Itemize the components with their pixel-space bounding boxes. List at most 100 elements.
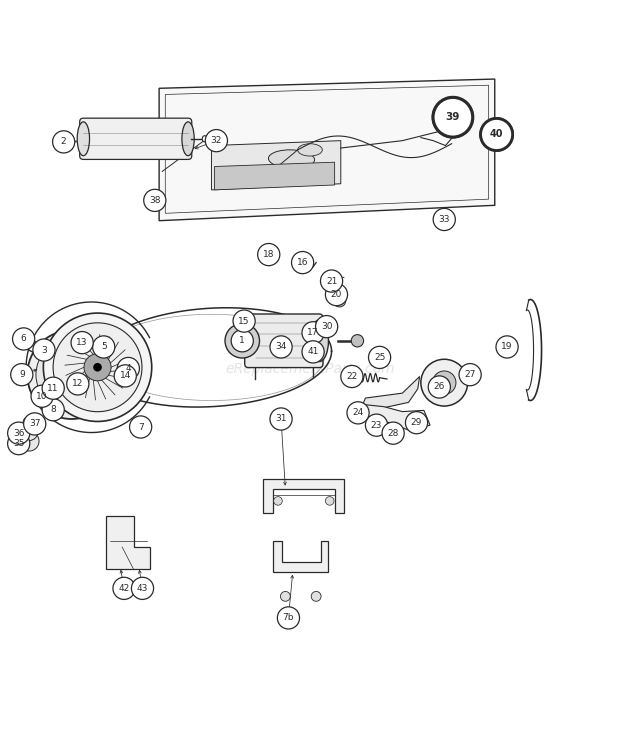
FancyBboxPatch shape <box>245 314 323 368</box>
Circle shape <box>71 332 93 354</box>
Text: 17: 17 <box>308 328 319 338</box>
Circle shape <box>365 414 388 436</box>
Circle shape <box>84 354 111 381</box>
Circle shape <box>277 607 299 629</box>
Text: 11: 11 <box>48 384 59 393</box>
Circle shape <box>302 321 324 344</box>
Text: 12: 12 <box>72 380 84 388</box>
Text: eReplacementParts.com: eReplacementParts.com <box>225 362 395 375</box>
Text: 20: 20 <box>331 290 342 299</box>
Ellipse shape <box>310 320 329 362</box>
Circle shape <box>43 313 152 422</box>
Text: 27: 27 <box>464 370 476 379</box>
Circle shape <box>433 97 472 137</box>
Text: 6: 6 <box>20 335 27 343</box>
Ellipse shape <box>298 144 322 156</box>
Circle shape <box>433 371 456 394</box>
Text: 36: 36 <box>13 429 24 438</box>
Polygon shape <box>273 541 329 572</box>
Text: 40: 40 <box>490 130 503 139</box>
Circle shape <box>459 363 481 385</box>
Circle shape <box>233 310 255 332</box>
Text: 23: 23 <box>371 421 382 430</box>
Polygon shape <box>450 125 455 130</box>
Text: 41: 41 <box>308 347 319 357</box>
Text: 29: 29 <box>411 418 422 427</box>
Text: 4: 4 <box>125 364 131 373</box>
Circle shape <box>440 378 449 388</box>
Text: 31: 31 <box>275 414 287 424</box>
Circle shape <box>326 284 348 306</box>
Text: 24: 24 <box>352 408 364 417</box>
Circle shape <box>31 385 53 408</box>
Text: 22: 22 <box>346 372 358 381</box>
Circle shape <box>405 411 428 434</box>
Text: 7: 7 <box>138 422 143 431</box>
Text: 34: 34 <box>275 343 286 352</box>
Circle shape <box>280 591 290 601</box>
Circle shape <box>7 433 30 455</box>
Circle shape <box>258 243 280 265</box>
Text: 25: 25 <box>374 353 385 362</box>
Text: 35: 35 <box>13 439 24 448</box>
Circle shape <box>321 270 343 292</box>
Text: Ω: Ω <box>492 130 501 140</box>
Text: 14: 14 <box>120 371 131 380</box>
Ellipse shape <box>202 136 207 142</box>
Circle shape <box>232 331 252 351</box>
Ellipse shape <box>182 122 194 156</box>
Text: 2: 2 <box>61 137 66 147</box>
Circle shape <box>11 363 33 385</box>
Text: 1: 1 <box>239 336 245 346</box>
Circle shape <box>428 376 450 398</box>
Circle shape <box>205 130 228 152</box>
Circle shape <box>67 373 89 395</box>
Polygon shape <box>211 141 341 190</box>
Circle shape <box>53 130 75 153</box>
Circle shape <box>117 357 140 380</box>
Circle shape <box>27 330 116 419</box>
Circle shape <box>93 363 102 371</box>
Circle shape <box>480 119 513 150</box>
Circle shape <box>225 324 260 358</box>
Polygon shape <box>264 479 344 513</box>
Circle shape <box>382 422 404 444</box>
Circle shape <box>433 97 472 137</box>
Text: 38: 38 <box>149 196 161 205</box>
Circle shape <box>7 422 30 444</box>
Text: 10: 10 <box>37 391 48 401</box>
Circle shape <box>53 323 142 412</box>
Polygon shape <box>105 517 150 569</box>
Text: 18: 18 <box>263 250 275 259</box>
Text: 39: 39 <box>446 112 460 122</box>
Circle shape <box>92 336 115 358</box>
Circle shape <box>42 377 64 399</box>
FancyBboxPatch shape <box>80 118 192 159</box>
Text: 7b: 7b <box>283 613 294 623</box>
Circle shape <box>60 363 84 387</box>
Text: 8: 8 <box>50 405 56 414</box>
Circle shape <box>291 251 314 273</box>
Circle shape <box>311 591 321 601</box>
Circle shape <box>368 346 391 368</box>
Text: 5: 5 <box>101 343 107 352</box>
Circle shape <box>36 339 107 411</box>
Circle shape <box>23 416 35 429</box>
Text: 15: 15 <box>238 317 250 326</box>
Circle shape <box>144 189 166 212</box>
Ellipse shape <box>268 150 314 168</box>
Circle shape <box>270 408 292 430</box>
FancyBboxPatch shape <box>260 247 277 260</box>
Polygon shape <box>159 79 495 220</box>
Circle shape <box>421 359 467 406</box>
Circle shape <box>113 577 135 599</box>
Text: 3: 3 <box>41 346 47 354</box>
Circle shape <box>24 413 46 435</box>
Text: 37: 37 <box>29 419 40 428</box>
Polygon shape <box>359 404 430 430</box>
Text: 26: 26 <box>433 383 445 391</box>
Circle shape <box>19 431 39 451</box>
Text: 9: 9 <box>19 370 25 379</box>
Text: 19: 19 <box>502 343 513 352</box>
Circle shape <box>231 329 254 352</box>
